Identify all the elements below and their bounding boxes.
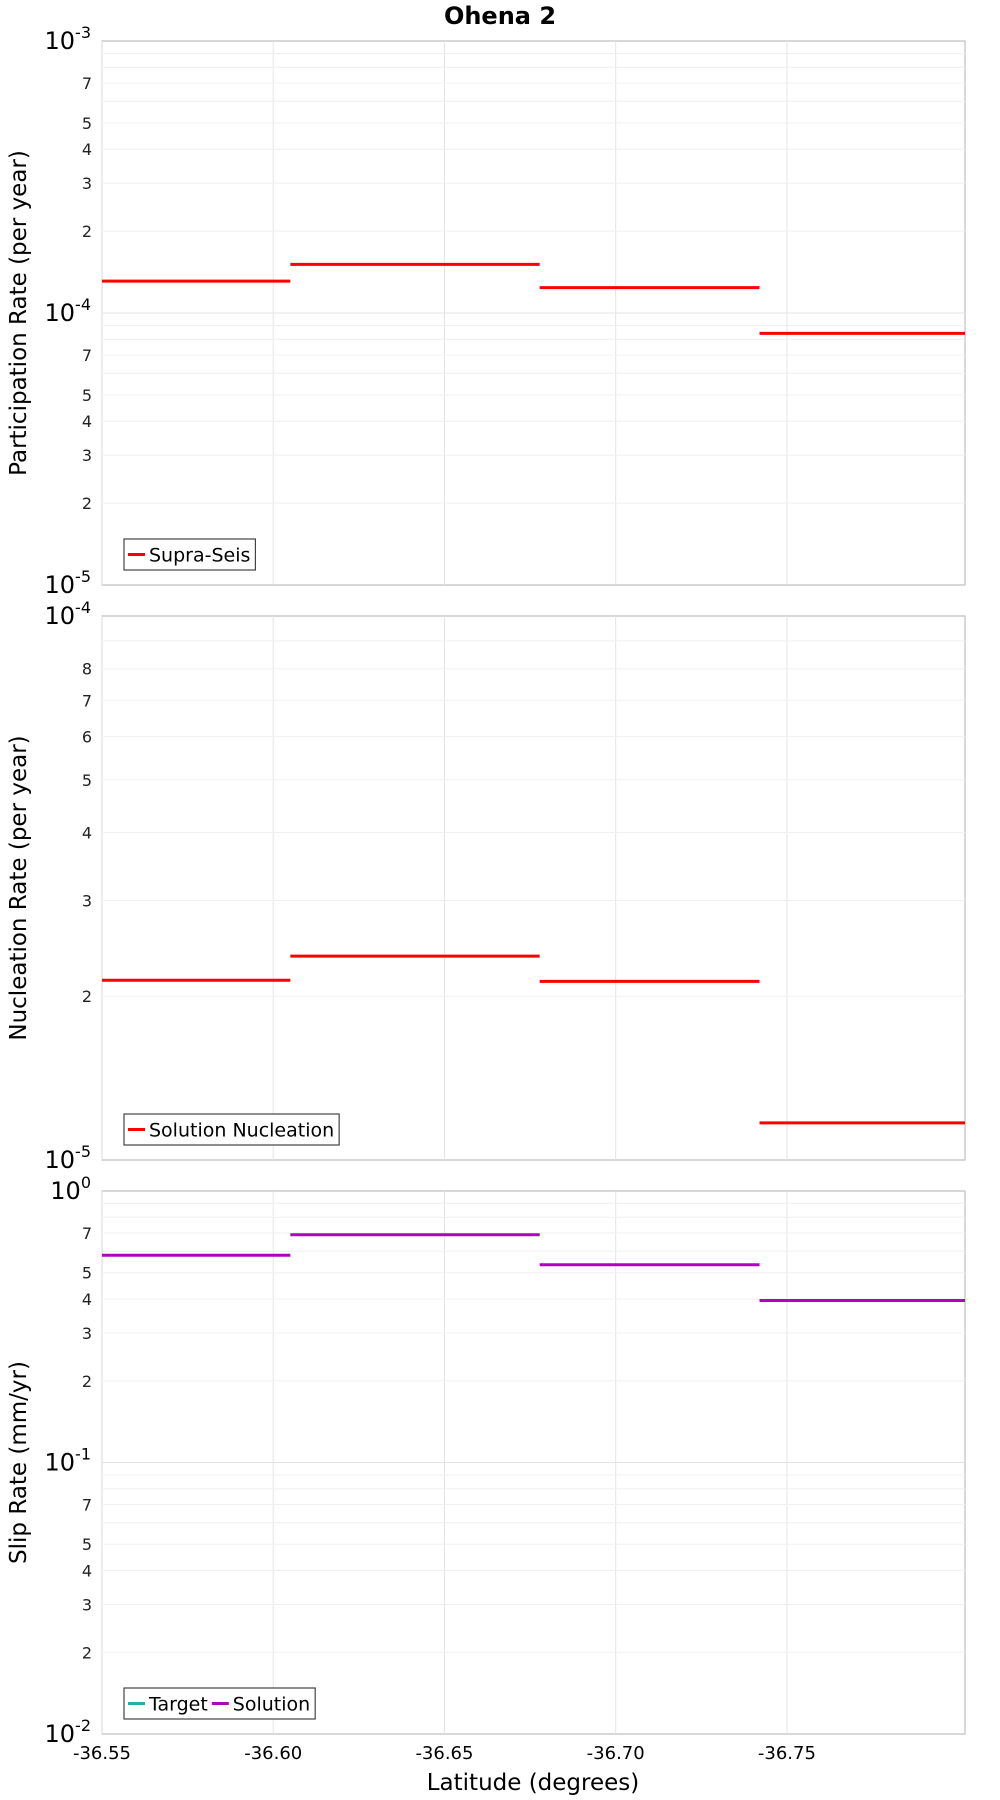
nucleation-gridlines: [101, 616, 965, 1160]
slip-y-major-tick-1: 10-1: [45, 1445, 92, 1477]
participation-y-minor-tick-4: 2: [82, 222, 92, 241]
participation-y-major-tick-1: 10-4: [45, 295, 92, 327]
participation-y-minor-tick-3: 3: [82, 174, 92, 193]
nucleation-major-tick-labels: 10-410-5: [45, 598, 92, 1174]
slip-y-axis-label: Slip Rate (mm/yr): [6, 1361, 32, 1564]
slip-y-minor-tick-8: 3: [82, 1595, 92, 1614]
nucleation-y-minor-tick-2: 6: [82, 728, 92, 747]
tick-exponent: 0: [81, 1173, 91, 1192]
nucleation-series: [102, 954, 965, 1125]
x-tick-3: -36.70: [587, 1743, 645, 1764]
tick-exponent: -5: [75, 1142, 91, 1161]
participation-major-tick-labels: 10-310-410-5: [45, 23, 92, 599]
nucleation-minor-tick-labels: 8 7 6 5 4 3 2: [82, 660, 92, 1007]
slip-y-minor-tick-7: 4: [82, 1562, 92, 1581]
nucleation-plot-frame: [101, 615, 966, 1161]
participation-y-axis-label: Participation Rate (per year): [6, 150, 32, 476]
slip-legend-label-1: Solution: [233, 1694, 310, 1716]
slip-y-minor-tick-0: 7: [82, 1224, 92, 1243]
participation-gridlines: [101, 41, 965, 585]
nucleation-legend-box: [123, 1113, 340, 1146]
participation-y-major-tick-0: 10-3: [45, 23, 92, 55]
tick-base: 10: [45, 299, 76, 327]
slip-y-minor-tick-5: 7: [82, 1496, 92, 1515]
x-axis-label: Latitude (degrees): [427, 1770, 640, 1796]
nucleation-y-minor-tick-0: 8: [82, 660, 92, 679]
participation-y-minor-tick-5: 7: [82, 346, 92, 365]
tick-base: 10: [45, 27, 76, 55]
tick-base: 10: [45, 1449, 76, 1477]
slip-legend-label-0: Target: [148, 1694, 208, 1716]
participation-legend-box: [123, 538, 257, 571]
nucleation-y-minor-tick-6: 2: [82, 987, 92, 1006]
participation-series: [102, 262, 965, 335]
participation-y-minor-tick-1: 5: [82, 114, 92, 133]
x-tick-0: -36.55: [73, 1743, 131, 1764]
participation-legend: Supra-Seis: [123, 538, 257, 571]
nucleation-y-axis-label: Nucleation Rate (per year): [6, 735, 32, 1040]
slip-y-minor-tick-9: 2: [82, 1643, 92, 1662]
participation-y-major-tick-2: 10-5: [45, 567, 92, 599]
nucleation-y-minor-tick-5: 3: [82, 891, 92, 910]
x-axis: -36.55 -36.60 -36.65 -36.70 -36.75: [73, 1743, 816, 1764]
tick-exponent: -4: [75, 598, 91, 617]
tick-base: 10: [45, 1146, 76, 1174]
chart-title: Ohena 2: [444, 2, 556, 30]
slip-y-minor-tick-1: 5: [82, 1264, 92, 1283]
slip-gridlines: [101, 1191, 965, 1734]
participation-y-minor-tick-0: 7: [82, 74, 92, 93]
slip-y-minor-tick-4: 2: [82, 1372, 92, 1391]
participation-y-minor-tick-7: 4: [82, 412, 92, 431]
tick-base: 10: [45, 571, 76, 599]
tick-exponent: -1: [75, 1445, 91, 1464]
slip-y-minor-tick-3: 3: [82, 1324, 92, 1343]
slip-y-minor-tick-2: 4: [82, 1290, 92, 1309]
participation-y-minor-tick-9: 2: [82, 494, 92, 513]
participation-minor-tick-labels: 7 5 4 3 2 7 5 4 3 2: [82, 74, 92, 513]
slip-legend: Target Solution: [123, 1687, 316, 1720]
tick-exponent: -5: [75, 567, 91, 586]
slip-series: [102, 1233, 965, 1303]
nucleation-legend-label-0: Solution Nucleation: [149, 1120, 334, 1142]
participation-legend-label-0: Supra-Seis: [149, 545, 250, 567]
x-tick-2: -36.65: [415, 1743, 473, 1764]
tick-base: 10: [45, 602, 76, 630]
participation-y-minor-tick-8: 3: [82, 446, 92, 465]
slip-minor-tick-labels: 7 5 4 3 2 7 5 4 3 2: [82, 1224, 92, 1662]
nucleation-y-major-tick-0: 10-4: [45, 598, 92, 630]
x-tick-1: -36.60: [244, 1743, 302, 1764]
slip-y-major-tick-2: 10-2: [45, 1716, 92, 1748]
tick-exponent: -3: [75, 23, 91, 42]
x-tick-4: -36.75: [758, 1743, 816, 1764]
nucleation-y-minor-tick-1: 7: [82, 691, 92, 710]
tick-base: 10: [45, 1720, 76, 1748]
participation-y-minor-tick-6: 5: [82, 386, 92, 405]
tick-exponent: -2: [75, 1716, 91, 1735]
participation-y-minor-tick-2: 4: [82, 140, 92, 159]
slip-y-major-tick-0: 100: [50, 1173, 91, 1205]
slip-y-minor-tick-6: 5: [82, 1535, 92, 1554]
nucleation-legend: Solution Nucleation: [123, 1113, 340, 1146]
nucleation-y-major-tick-1: 10-5: [45, 1142, 92, 1174]
nucleation-y-minor-tick-3: 5: [82, 771, 92, 790]
nucleation-y-minor-tick-4: 4: [82, 823, 92, 842]
tick-exponent: -4: [75, 295, 91, 314]
tick-base: 10: [50, 1177, 81, 1205]
